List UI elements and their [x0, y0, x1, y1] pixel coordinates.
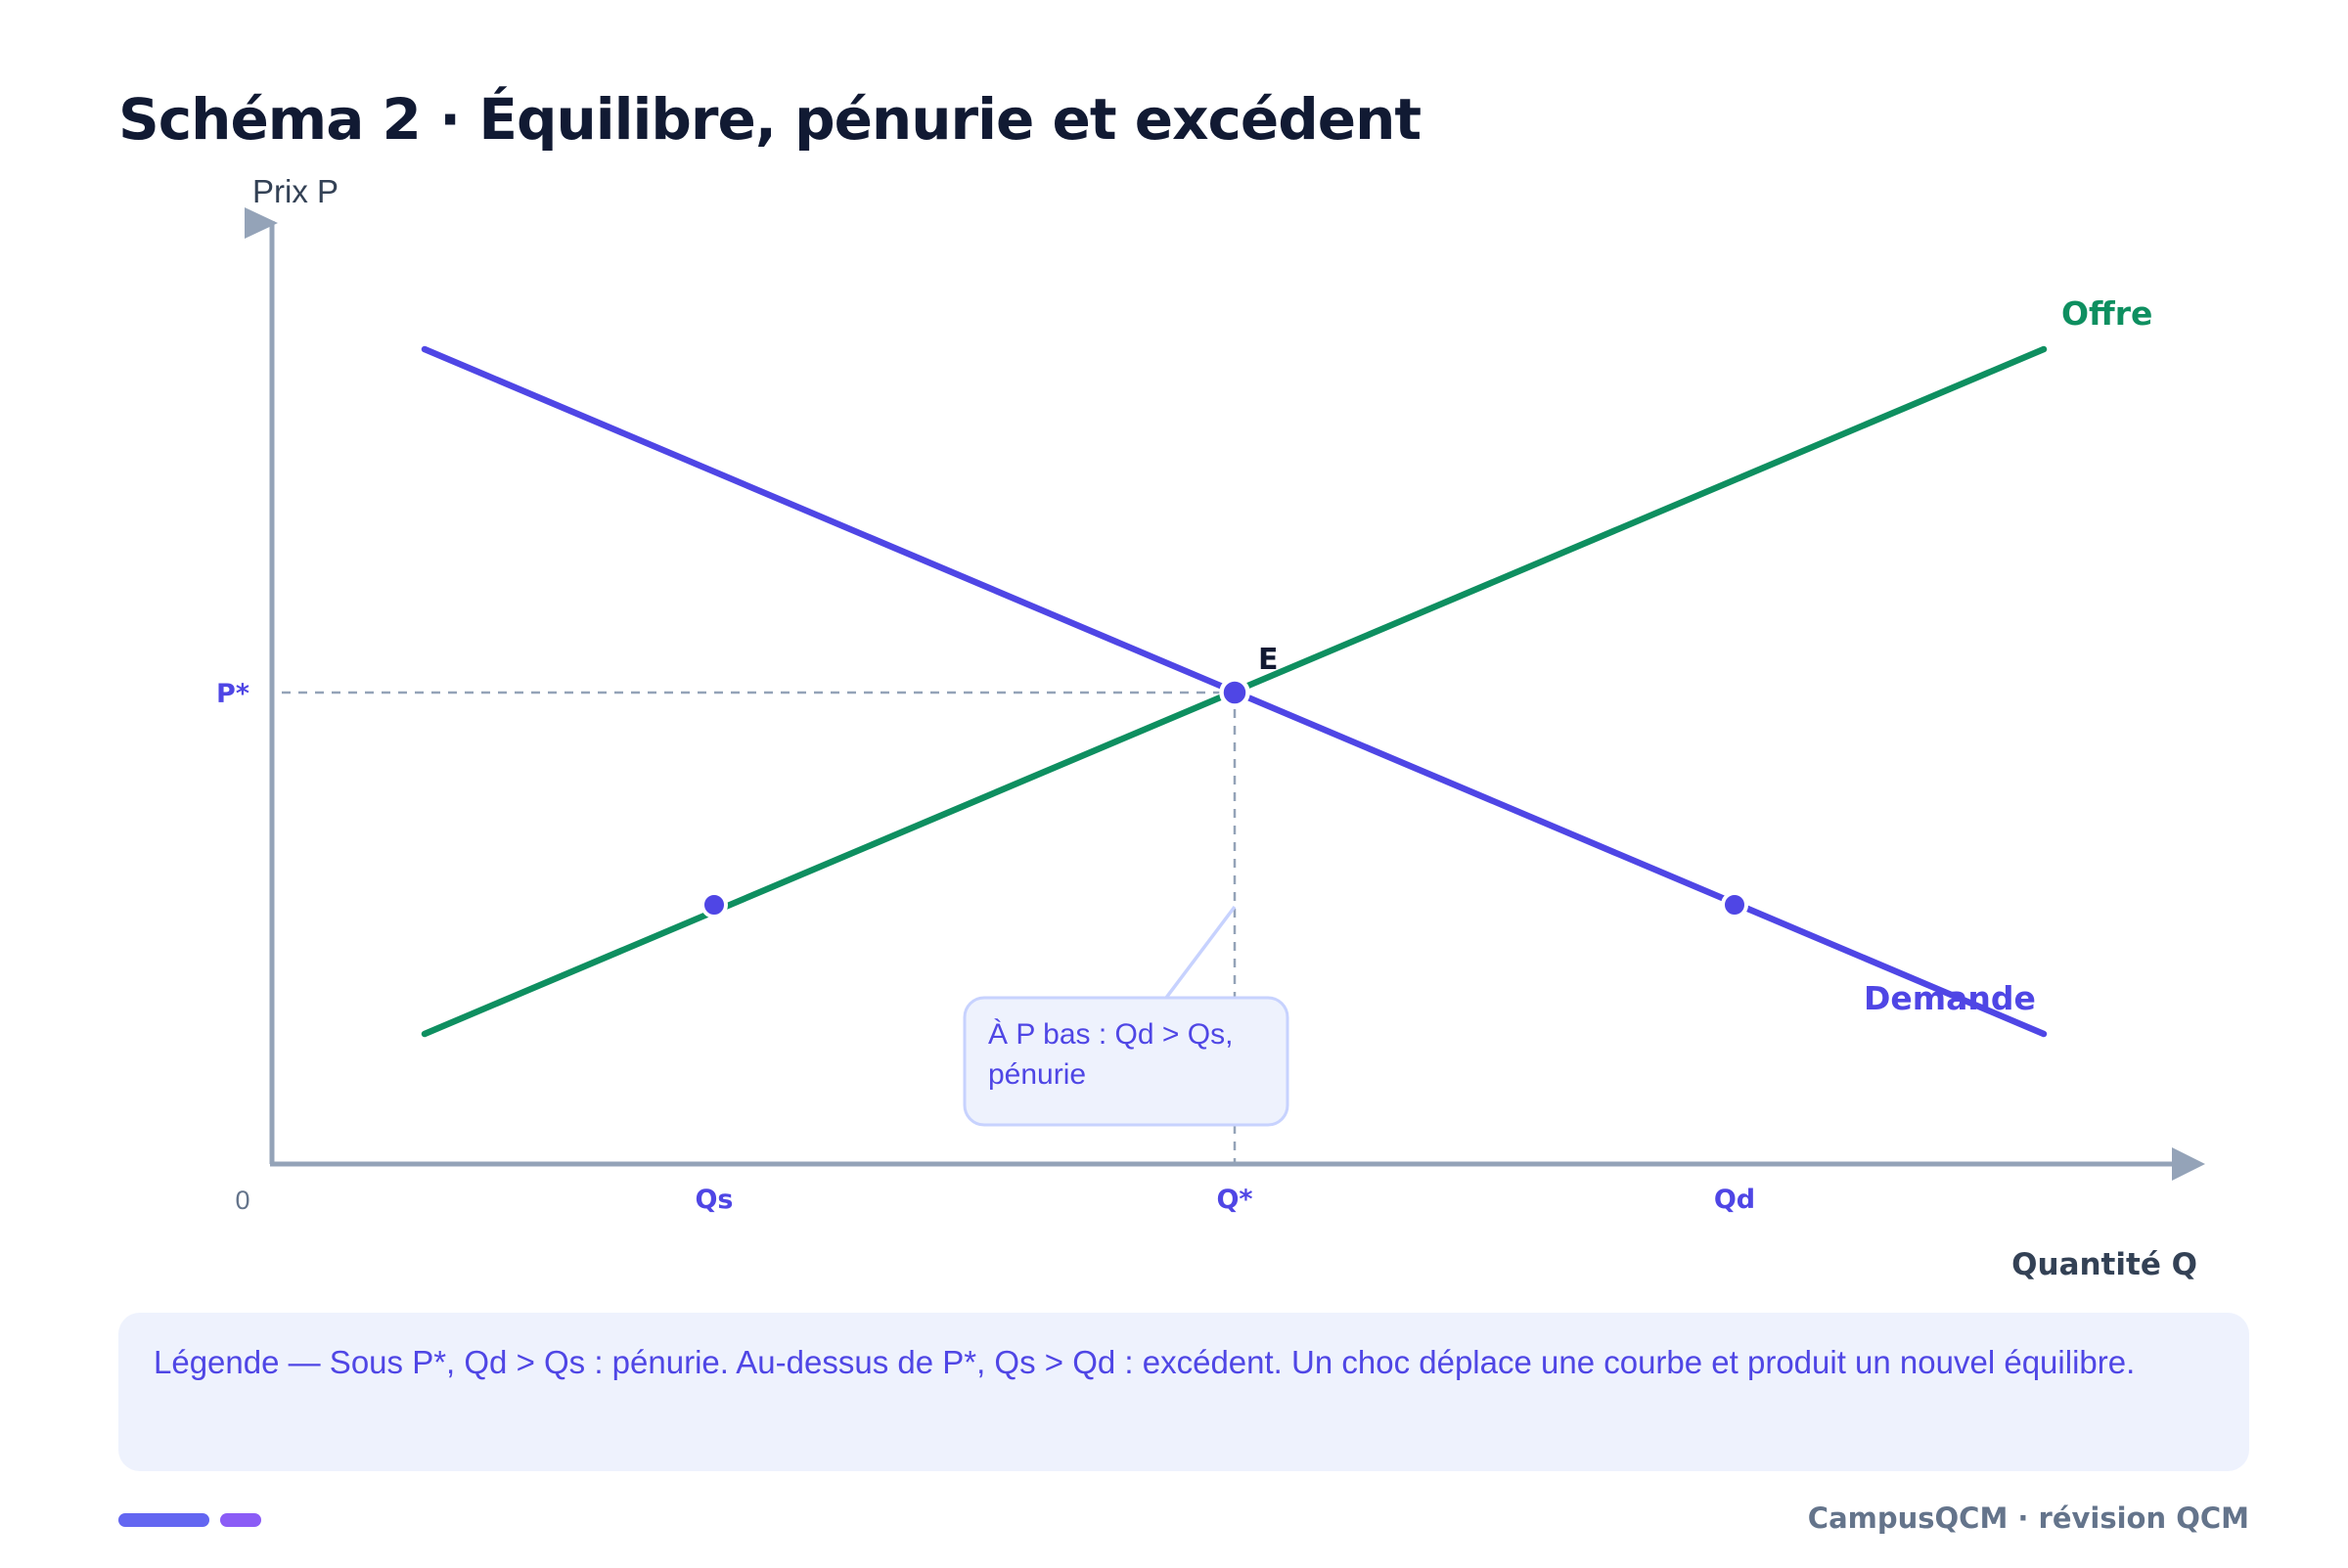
origin-label: 0 [235, 1186, 249, 1215]
callout-text-line2: pénurie [988, 1058, 1086, 1091]
callout-connector [1164, 905, 1237, 1000]
legend-box: Légende — Sous P*, Qd > Qs : pénurie. Au… [118, 1313, 2249, 1471]
footer-brand: CampusQCM · révision QCM [1807, 1501, 2249, 1535]
x-tick-qd: Qd [1714, 1185, 1755, 1215]
supply-demand-diagram: À P bas : Qd > Qs, pénurie Prix P Quanti… [216, 173, 2205, 1282]
qd-point [1721, 891, 1748, 918]
page-title: Schéma 2 · Équilibre, pénurie et excéden… [118, 86, 1422, 153]
qs-point [700, 891, 728, 918]
legend-text: Légende — Sous P*, Qd > Qs : pénurie. Au… [154, 1344, 2136, 1380]
equilibrium-label: E [1258, 643, 1279, 677]
x-axis-label: Quantité Q [2011, 1247, 2197, 1282]
supply-label: Offre [2061, 294, 2152, 333]
y-axis-arrow-icon [245, 207, 278, 239]
equilibrium-point [1219, 677, 1250, 708]
y-axis-label: Prix P [252, 173, 339, 209]
decorative-bar-primary [118, 1513, 209, 1527]
demand-label: Demande [1864, 979, 2036, 1017]
x-tick-qstar: Q* [1216, 1185, 1252, 1215]
price-label: P* [216, 679, 249, 709]
decorative-bar-secondary [220, 1513, 261, 1527]
x-tick-qs: Qs [695, 1185, 733, 1215]
callout-box [963, 996, 1289, 1127]
x-axis-arrow-icon [2172, 1147, 2205, 1181]
callout-text-line1: À P bas : Qd > Qs, [988, 1018, 1233, 1051]
